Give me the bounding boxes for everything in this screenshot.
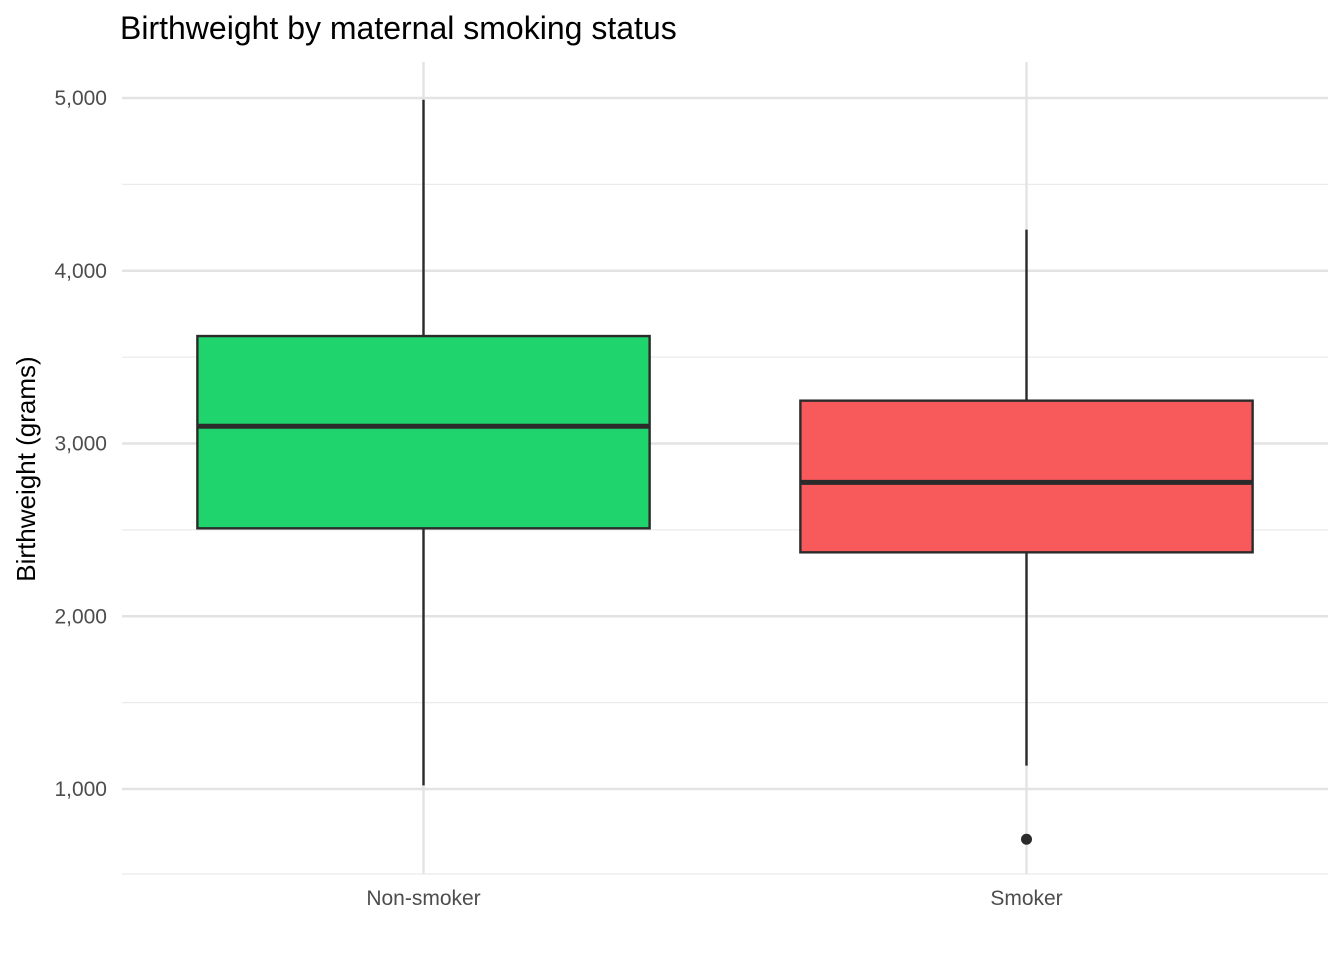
y-axis-ticks: 1,000 2,000 3,000 4,000 5,000 — [54, 87, 107, 801]
y-axis-title: Birthweight (grams) — [11, 356, 41, 581]
x-tick-label: Non-smoker — [366, 887, 480, 910]
y-tick-label: 5,000 — [54, 87, 107, 110]
chart-title: Birthweight by maternal smoking status — [120, 10, 677, 46]
y-tick-label: 3,000 — [54, 433, 107, 456]
box-non-smoker — [196, 334, 651, 530]
box-smoker — [799, 399, 1254, 554]
outlier-point-smoker — [1021, 833, 1032, 845]
y-tick-label: 1,000 — [54, 778, 107, 801]
y-tick-label: 4,000 — [54, 260, 107, 283]
y-tick-label: 2,000 — [54, 605, 107, 628]
x-axis-ticks: Non-smoker Smoker — [366, 887, 1062, 910]
x-tick-label: Smoker — [990, 887, 1062, 910]
box-layer — [196, 99, 1254, 845]
